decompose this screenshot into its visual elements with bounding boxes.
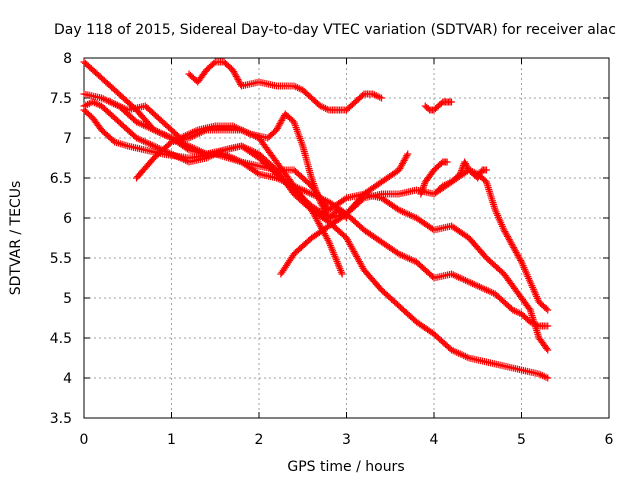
data-point: [183, 145, 191, 153]
y-tick-label: 5.5: [50, 251, 72, 267]
y-tick-label: 6: [63, 211, 72, 227]
data-point: [544, 346, 552, 354]
x-tick-labels: 0 1 2 3 4 5 6: [80, 432, 614, 448]
y-axis-label: SDTVAR / TECUs: [8, 181, 24, 296]
data-point: [457, 168, 465, 176]
data-point: [483, 166, 490, 174]
y-tick-label: 8: [63, 51, 72, 67]
y-tick-label: 7: [63, 131, 72, 147]
data-point: [419, 185, 427, 193]
series-track-7: [106, 98, 350, 222]
data-point: [418, 188, 425, 196]
data-point: [448, 98, 455, 106]
y-tick-label: 4: [63, 371, 72, 387]
series-track-9: [421, 98, 455, 114]
data-point: [458, 167, 465, 175]
data-point: [542, 305, 550, 313]
data-point: [404, 150, 412, 158]
y-tick-label: 3.5: [50, 411, 72, 427]
x-tick-label: 5: [517, 432, 526, 448]
y-tick-label: 6.5: [50, 171, 72, 187]
x-tick-label: 6: [605, 432, 614, 448]
data-point: [417, 190, 425, 198]
data-point: [544, 374, 552, 382]
series-track-11: [434, 158, 490, 194]
x-axis-label: GPS time / hours: [287, 459, 404, 475]
data-point: [378, 94, 385, 102]
data-point: [341, 195, 349, 203]
axis-ticks: [83, 57, 610, 419]
data-point: [456, 170, 464, 178]
data-point: [458, 165, 466, 173]
series-track-8: [185, 58, 385, 114]
data-point: [421, 180, 429, 188]
data-point: [517, 256, 525, 264]
y-tick-label: 4.5: [50, 331, 72, 347]
x-tick-label: 2: [255, 432, 264, 448]
data-point: [420, 181, 428, 189]
data-point: [443, 158, 451, 166]
data-point: [253, 169, 261, 177]
data-point: [341, 213, 349, 221]
data-point: [543, 345, 551, 352]
data-point: [544, 306, 552, 314]
data-point: [419, 183, 427, 191]
y-tick-label: 7.5: [50, 91, 72, 107]
data-point: [210, 59, 218, 67]
chart-title: Day 118 of 2015, Sidereal Day-to-day VTE…: [54, 22, 616, 38]
data-point: [343, 214, 350, 222]
data-point: [338, 270, 346, 278]
x-tick-label: 3: [342, 432, 351, 448]
x-tick-label: 4: [430, 432, 439, 448]
data-point: [359, 91, 367, 99]
x-tick-label: 1: [167, 432, 176, 448]
y-tick-label: 5: [63, 291, 72, 307]
data-points: [80, 58, 552, 382]
x-tick-label: 0: [80, 432, 89, 448]
data-point: [403, 152, 411, 160]
data-point: [544, 322, 552, 330]
y-tick-labels: 3.5 4 4.5 5 5.5 6 6.5 7 7.5 8: [50, 51, 72, 427]
data-point: [525, 305, 533, 312]
series-track-10: [417, 158, 451, 198]
data-point: [324, 236, 332, 244]
data-point: [418, 187, 426, 195]
